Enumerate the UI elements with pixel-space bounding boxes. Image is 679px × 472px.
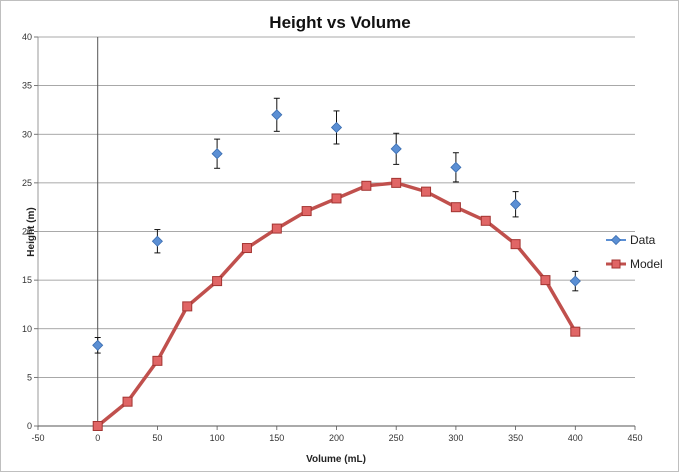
model-point — [361, 180, 372, 191]
model-point — [271, 223, 282, 234]
x-axis-title: Volume (mL) — [306, 454, 366, 465]
y-tick-label-20: 20 — [22, 227, 32, 237]
legend-label: Data — [630, 233, 656, 247]
y-tick-label-40: 40 — [22, 32, 32, 42]
x-tick-label-400: 400 — [568, 433, 583, 443]
model-point — [92, 421, 103, 431]
data-point — [330, 121, 343, 134]
y-tick-label-35: 35 — [22, 81, 32, 91]
model-point — [331, 193, 342, 204]
legend: Data Model — [606, 233, 663, 271]
y-tick-label-30: 30 — [22, 129, 32, 139]
x-tick-label-350: 350 — [508, 433, 523, 443]
model-point — [450, 202, 461, 213]
series-data — [92, 97, 581, 354]
data-point — [92, 339, 104, 351]
x-tick-label-250: 250 — [389, 433, 404, 443]
x-tick-label-150: 150 — [269, 433, 284, 443]
axes: 0 5 10 15 20 25 30 35 40 -50 0 50 100 150 200 250 300 350… — [22, 32, 643, 443]
model-point — [152, 355, 163, 366]
model-point — [540, 275, 551, 286]
x-tick-label-450: 450 — [627, 433, 642, 443]
x-tick-label-300: 300 — [448, 433, 463, 443]
model-point — [241, 243, 252, 254]
data-point — [390, 143, 402, 155]
x-tick-label-200: 200 — [329, 433, 344, 443]
data-point — [211, 148, 223, 160]
data-point — [271, 109, 283, 121]
model-point — [570, 326, 581, 337]
model-point — [510, 239, 521, 250]
model-point — [301, 206, 312, 217]
y-tick-label-10: 10 — [22, 324, 32, 334]
data-point — [569, 275, 581, 287]
y-tick-label-15: 15 — [22, 275, 32, 285]
series-layer — [92, 97, 581, 431]
model-point — [391, 177, 402, 188]
legend-entry-model: Model — [606, 257, 663, 271]
y-tick-label-5: 5 — [27, 372, 32, 382]
x-tick-label-100: 100 — [210, 433, 225, 443]
model-point — [480, 215, 491, 226]
series-model — [92, 177, 581, 431]
legend-label: Model — [630, 257, 663, 271]
x-tick-label-0: 0 — [95, 433, 100, 443]
x-tick-label-50: 50 — [152, 433, 162, 443]
x-tick-label--50: -50 — [31, 433, 44, 443]
y-tick-label-0: 0 — [27, 421, 32, 431]
data-point — [450, 161, 462, 173]
y-axis-title: Height (m) — [26, 207, 37, 256]
y-tick-label-25: 25 — [22, 178, 32, 188]
model-point — [182, 301, 193, 312]
data-point — [151, 235, 163, 247]
legend-entry-data: Data — [606, 233, 656, 247]
chart-title: Height vs Volume — [269, 13, 410, 32]
model-point — [421, 186, 432, 197]
data-point — [510, 198, 522, 210]
model-point — [212, 276, 223, 287]
model-point — [122, 396, 133, 407]
legend-marker-square — [611, 259, 621, 269]
legend-marker-diamond — [610, 234, 622, 246]
